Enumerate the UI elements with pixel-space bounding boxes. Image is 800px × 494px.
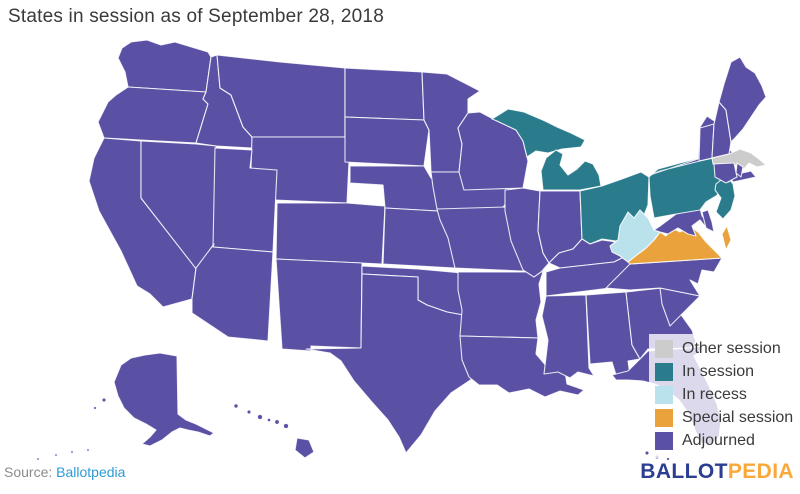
state-ri (735, 162, 744, 178)
state-sd (344, 116, 430, 167)
state-ak-island (101, 397, 107, 403)
state-ak-island (92, 405, 98, 411)
source-link-ballotpedia[interactable]: Ballotpedia (56, 464, 126, 480)
state-ak-island (86, 448, 90, 452)
legend-swatch-in-session (655, 362, 673, 381)
state-me (718, 56, 767, 143)
state-az (191, 243, 274, 342)
state-hi-island (282, 422, 290, 430)
source-prefix: Source: (4, 464, 57, 480)
state-wa (117, 39, 212, 93)
map-legend: Other session In session In recess Speci… (649, 334, 800, 458)
legend-item-adjourned: Adjourned (655, 429, 800, 452)
legend-swatch-special-session (655, 408, 673, 427)
state-nd (344, 67, 425, 121)
state-or (97, 86, 209, 144)
source-attribution: Source: Ballotpedia (4, 464, 125, 480)
legend-label: Special session (682, 408, 794, 426)
ballotpedia-logo: BALLOTPEDIA (640, 460, 794, 484)
legend-swatch-other-session (655, 339, 673, 358)
state-ak-island (54, 453, 58, 457)
state-hi-island (246, 409, 252, 415)
legend-label: Adjourned (682, 431, 755, 449)
state-hi-island (256, 413, 264, 421)
logo-text-ballot: BALLOT (640, 460, 728, 483)
state-ct (713, 162, 738, 184)
state-hi-island (274, 419, 280, 425)
state-co (275, 202, 386, 265)
state-ak-island (70, 450, 74, 454)
state-mi-upper (491, 108, 586, 158)
state-mi-lower (540, 149, 602, 191)
logo-text-pedia: PEDIA (727, 460, 794, 483)
state-hi-big-island (294, 437, 315, 459)
state-hi-island (266, 417, 272, 423)
state-la (459, 335, 585, 398)
legend-label: In recess (682, 385, 747, 403)
legend-item-other-session: Other session (655, 337, 800, 360)
state-ar (457, 271, 544, 339)
legend-label: In session (682, 362, 755, 380)
state-md (653, 207, 715, 237)
state-nm (275, 258, 363, 352)
state-il (504, 187, 550, 278)
state-ak (113, 352, 215, 447)
page-title: States in session as of September 28, 20… (8, 6, 384, 27)
legend-label: Other session (682, 339, 781, 357)
legend-item-in-recess: In recess (655, 383, 800, 406)
state-va-eastern-shore (721, 225, 732, 251)
legend-swatch-in-recess (655, 385, 673, 404)
state-de (701, 209, 715, 233)
legend-swatch-adjourned (655, 431, 673, 450)
state-hi-island (233, 403, 239, 409)
state-ms (541, 294, 595, 379)
legend-item-special-session: Special session (655, 406, 800, 429)
state-ak-island (36, 457, 40, 461)
legend-item-in-session: In session (655, 360, 800, 383)
state-nj (714, 175, 736, 220)
state-tx (305, 273, 487, 454)
